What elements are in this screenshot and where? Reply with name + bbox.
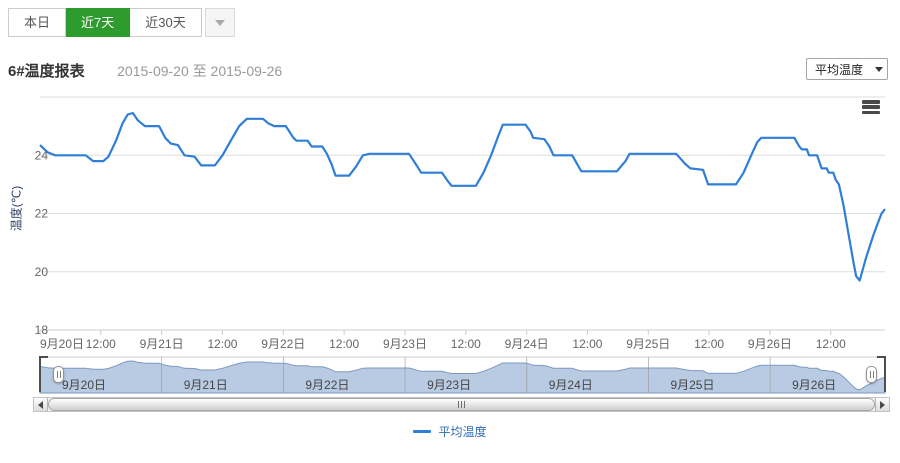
hamburger-icon (862, 105, 880, 109)
chevron-down-icon (214, 19, 225, 26)
x-axis-label: 12:00 (86, 337, 116, 351)
x-axis-label: 12:00 (207, 337, 237, 351)
grip-icon (59, 371, 61, 378)
navigator-day-label: 9月20日 (62, 378, 106, 392)
navigator-left-handle[interactable] (53, 366, 64, 383)
navigator-left-bound[interactable] (39, 356, 48, 392)
series-line-average-temperature (39, 111, 886, 282)
y-axis-label: 20 (35, 265, 49, 279)
date-range-label: 2015-09-20 至 2015-09-26 (117, 63, 283, 79)
range-tab-last7days[interactable]: 近7天 (66, 8, 131, 37)
series-select-value: 平均温度 (815, 62, 864, 77)
page-title: 6#温度报表 (8, 63, 85, 80)
navigator-right-bound[interactable] (877, 356, 886, 392)
grip-icon (458, 401, 459, 408)
y-axis-label: 24 (35, 148, 49, 162)
legend-item-average-temperature[interactable]: 平均温度 (0, 423, 900, 440)
scroll-left-button[interactable] (34, 398, 48, 411)
range-selector-tabs: 本日 近7天 近30天 (8, 8, 235, 37)
x-axis-label: 9月24日 (505, 337, 549, 351)
grip-icon (461, 401, 462, 408)
x-axis-label: 12:00 (572, 337, 602, 351)
x-axis-label: 9月25日 (626, 337, 670, 351)
navigator-right-handle[interactable] (866, 366, 877, 383)
navigator-day-label: 9月24日 (549, 378, 593, 392)
title-row: 6#温度报表 2015-09-20 至 2015-09-26 平均温度 (8, 58, 892, 84)
x-axis-label: 12:00 (694, 337, 724, 351)
legend-line-swatch (413, 430, 432, 433)
export-menu-button[interactable] (862, 100, 880, 114)
series-select[interactable]: 平均温度 (806, 58, 888, 80)
x-axis-label: 12:00 (816, 337, 846, 351)
navigator-day-label: 9月25日 (670, 378, 714, 392)
hamburger-icon (862, 100, 880, 104)
legend-label: 平均温度 (438, 425, 487, 439)
navigator-day-label: 9月26日 (792, 378, 836, 392)
range-tab-today[interactable]: 本日 (8, 8, 67, 37)
range-tab-last30days[interactable]: 近30天 (130, 8, 202, 37)
select-arrow-icon (875, 66, 883, 72)
hamburger-icon (862, 110, 880, 114)
grip-icon (872, 371, 874, 378)
navigator-day-label: 9月22日 (305, 378, 349, 392)
arrow-right-icon (880, 400, 885, 409)
y-axis-title: 温度(℃) (9, 185, 24, 232)
y-axis-label: 22 (35, 207, 49, 221)
grip-icon (464, 401, 465, 408)
range-more-button[interactable] (204, 8, 235, 37)
x-axis-label: 12:00 (451, 337, 481, 351)
x-axis-label: 9月26日 (748, 337, 792, 351)
navigator-day-label: 9月21日 (184, 378, 228, 392)
x-axis-label: 12:00 (329, 337, 359, 351)
x-axis-label: 9月21日 (140, 337, 184, 351)
scroll-right-button[interactable] (875, 398, 889, 411)
grip-icon (869, 371, 871, 378)
grip-icon (56, 371, 58, 378)
horizontal-scrollbar[interactable] (33, 397, 890, 412)
y-axis-label: 18 (35, 323, 49, 337)
navigator-day-label: 9月23日 (427, 378, 471, 392)
navigator-area (39, 360, 886, 394)
x-axis-label: 9月22日 (261, 337, 305, 351)
x-axis-label: 9月23日 (383, 337, 427, 351)
x-axis-label: 9月20日 (40, 337, 84, 351)
arrow-left-icon (38, 400, 43, 409)
scrollbar-thumb[interactable] (48, 398, 875, 411)
